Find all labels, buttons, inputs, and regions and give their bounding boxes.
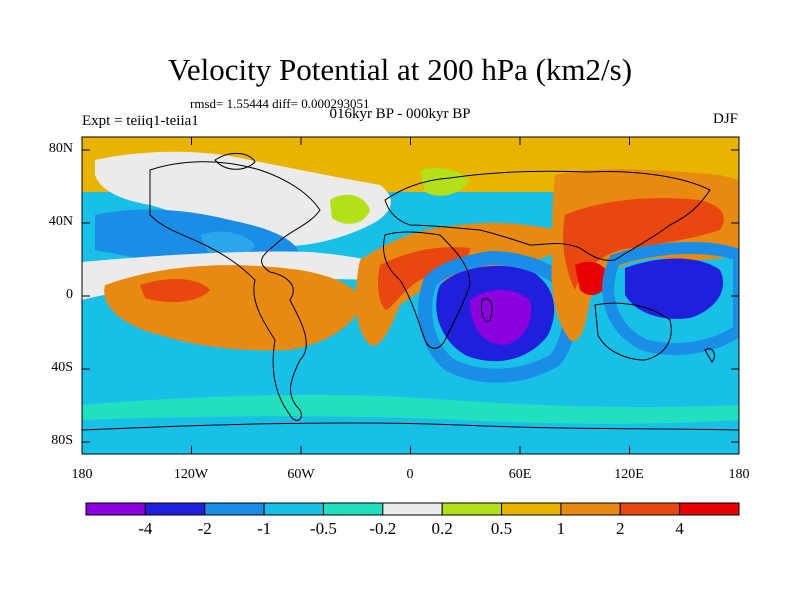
lon-ticks	[81, 137, 740, 454]
colorbar-label: 2	[616, 519, 625, 538]
plot-title: Velocity Potential at 200 hPa (km2/s)	[167, 52, 633, 87]
colorbar-swatch	[441, 502, 503, 516]
period-text: 016kyr BP - 000kyr BP	[329, 106, 471, 122]
colorbar-swatch	[85, 502, 146, 516]
lat-label-80s: 80S	[51, 433, 73, 448]
colorbar-swatch	[322, 502, 384, 516]
lon-label-60e: 60E	[508, 467, 532, 482]
lat-ticks	[82, 149, 739, 443]
colorbar-label: -2	[197, 519, 212, 538]
lon-label-0: 0	[406, 467, 414, 482]
lon-label-60w: 60W	[287, 467, 315, 482]
contour-field	[82, 137, 739, 454]
colorbar-label: -4	[138, 519, 153, 538]
colorbar	[85, 502, 740, 516]
lat-label-80n: 80N	[48, 141, 73, 156]
colorbar-label: 1	[556, 519, 566, 538]
colorbar-swatch	[263, 502, 324, 516]
colorbar-swatch	[560, 502, 621, 516]
colorbar-swatch	[679, 502, 740, 516]
season-label: DJF	[712, 111, 738, 127]
colorbar-swatch	[619, 502, 681, 516]
stats-text: rmsd= 1.55444 diff= 0.000293051	[190, 96, 370, 111]
colorbar-label: 0.2	[431, 519, 453, 538]
lon-label-180w: 180	[71, 467, 93, 482]
lat-label-0: 0	[66, 287, 73, 302]
lon-label-180e: 180	[728, 467, 750, 482]
lat-label-40s: 40S	[51, 360, 73, 375]
colorbar-label: -0.2	[369, 519, 397, 538]
colorbar-swatch	[204, 502, 265, 516]
colorbar-label: -1	[256, 519, 272, 538]
colorbar-swatch	[382, 502, 443, 516]
colorbar-swatch	[144, 502, 206, 516]
colorbar-label: 4	[675, 519, 684, 538]
coastlines	[82, 153, 739, 431]
experiment-label: Expt = teiiq1-teiia1	[82, 113, 199, 129]
colorbar-label: -0.5	[309, 519, 337, 538]
lon-label-120e: 120E	[614, 467, 644, 482]
lon-label-120w: 120W	[173, 467, 209, 482]
lat-label-40n: 40N	[48, 214, 73, 229]
colorbar-label: 0.5	[490, 519, 513, 538]
colorbar-swatch	[501, 502, 562, 516]
